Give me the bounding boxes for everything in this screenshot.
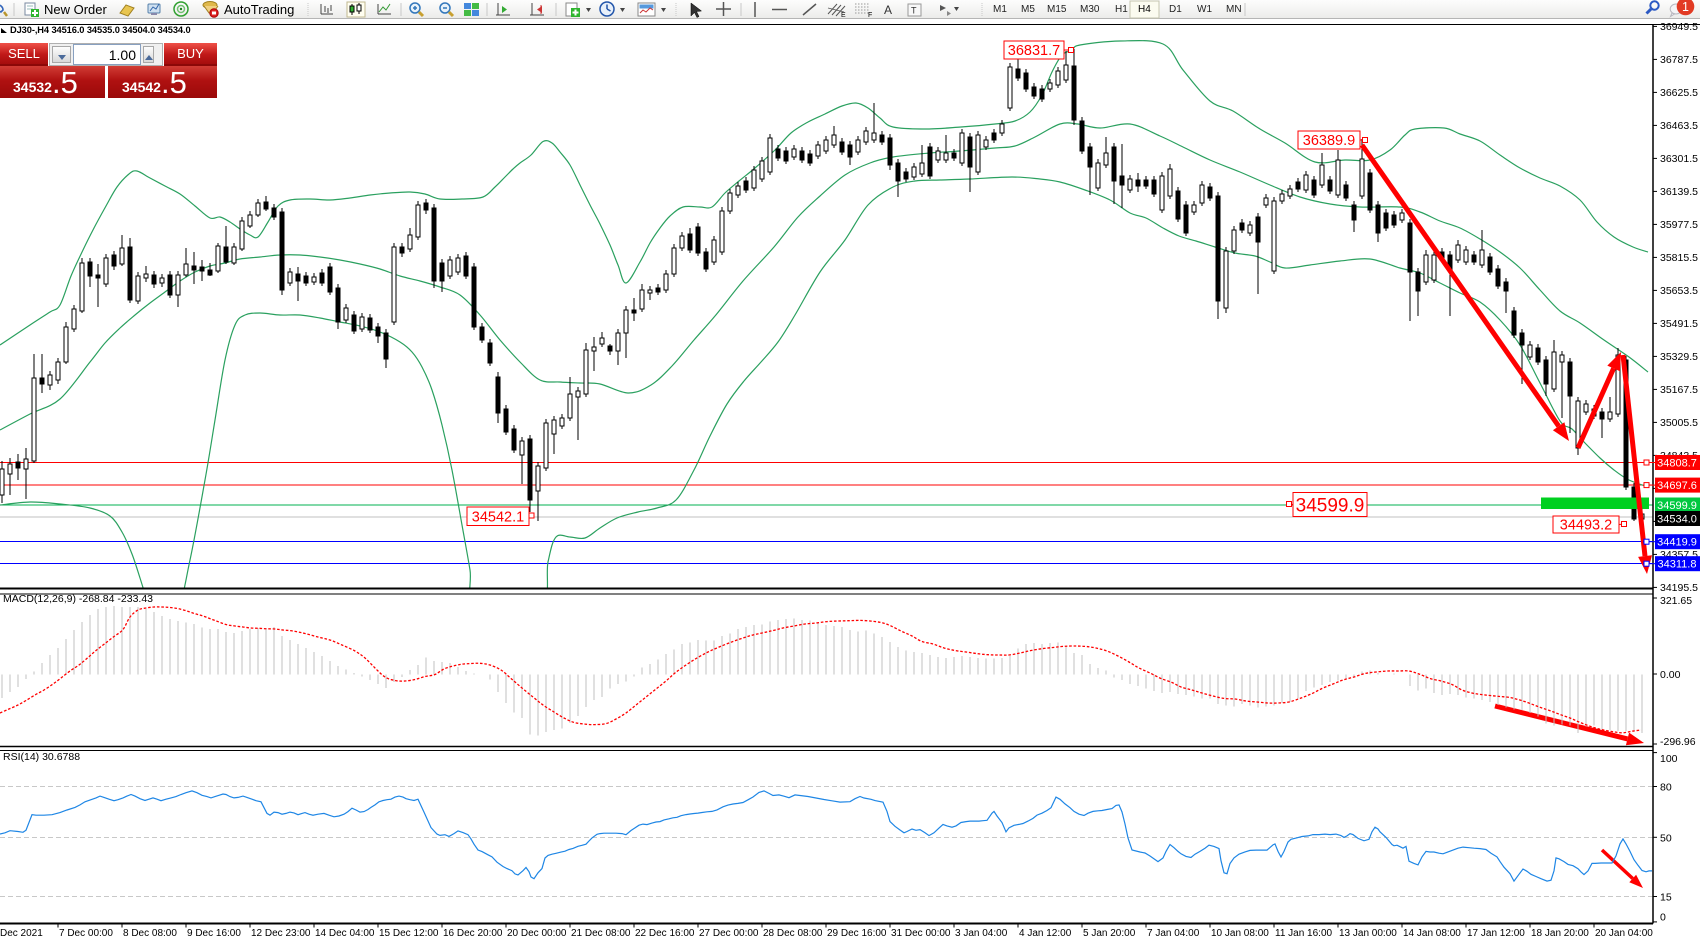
svg-text:9 Dec 16:00: 9 Dec 16:00: [187, 928, 241, 939]
svg-text:34599.9: 34599.9: [1296, 495, 1365, 516]
svg-text:T: T: [911, 6, 917, 16]
svg-text:4 Jan 12:00: 4 Jan 12:00: [1019, 928, 1072, 939]
svg-text:RSI(14) 30.6788: RSI(14) 30.6788: [3, 751, 80, 763]
svg-text:20 Jan 04:00: 20 Jan 04:00: [1595, 928, 1653, 939]
svg-text:A: A: [884, 3, 892, 17]
svg-text:35329.5: 35329.5: [1660, 351, 1698, 363]
svg-text:10 Jan 08:00: 10 Jan 08:00: [1211, 928, 1269, 939]
svg-text:80: 80: [1660, 782, 1672, 794]
svg-text:50: 50: [1660, 832, 1672, 844]
svg-text:34599.9: 34599.9: [1657, 500, 1697, 512]
svg-text:8 Dec 08:00: 8 Dec 08:00: [123, 928, 177, 939]
svg-text:34808.7: 34808.7: [1657, 457, 1697, 469]
svg-text:17 Jan 12:00: 17 Jan 12:00: [1467, 928, 1525, 939]
svg-text:15: 15: [1660, 892, 1672, 904]
svg-text:35977.5: 35977.5: [1660, 219, 1698, 231]
svg-text:35653.5: 35653.5: [1660, 285, 1698, 297]
svg-text:-296.96: -296.96: [1660, 736, 1696, 748]
svg-text:16 Dec 20:00: 16 Dec 20:00: [443, 928, 503, 939]
svg-text:7 Dec 00:00: 7 Dec 00:00: [59, 928, 113, 939]
svg-text:36389.9: 36389.9: [1303, 133, 1355, 149]
svg-text:34311.8: 34311.8: [1658, 559, 1697, 571]
svg-text:12 Dec 23:00: 12 Dec 23:00: [251, 928, 311, 939]
svg-text:20 Dec 00:00: 20 Dec 00:00: [507, 928, 567, 939]
svg-text:36463.5: 36463.5: [1660, 120, 1698, 132]
svg-text:35491.5: 35491.5: [1660, 318, 1698, 330]
svg-text:34419.9: 34419.9: [1657, 537, 1697, 549]
svg-text:28 Dec 08:00: 28 Dec 08:00: [763, 928, 823, 939]
svg-text:35167.5: 35167.5: [1660, 384, 1698, 396]
svg-text:29 Dec 16:00: 29 Dec 16:00: [827, 928, 887, 939]
svg-text:34697.6: 34697.6: [1657, 480, 1697, 492]
svg-text:14 Jan 08:00: 14 Jan 08:00: [1403, 928, 1461, 939]
svg-text:11 Jan 16:00: 11 Jan 16:00: [1275, 928, 1333, 939]
svg-text:1: 1: [1682, 0, 1689, 14]
svg-text:22 Dec 16:00: 22 Dec 16:00: [635, 928, 695, 939]
svg-text:36301.5: 36301.5: [1660, 153, 1698, 165]
svg-text:36831.7: 36831.7: [1008, 43, 1060, 59]
svg-text:F: F: [868, 12, 872, 19]
svg-text:DJ30-,H4 34516.0 34535.0 3450: DJ30-,H4 34516.0 34535.0 34504.0 34534.0: [10, 25, 191, 35]
svg-text:27 Dec 00:00: 27 Dec 00:00: [699, 928, 759, 939]
svg-text:7 Jan 04:00: 7 Jan 04:00: [1147, 928, 1200, 939]
svg-text:36625.5: 36625.5: [1660, 87, 1698, 99]
svg-text:0.00: 0.00: [1660, 669, 1681, 681]
svg-text:13 Jan 00:00: 13 Jan 00:00: [1339, 928, 1397, 939]
svg-text:31 Dec 00:00: 31 Dec 00:00: [891, 928, 951, 939]
svg-text:14 Dec 04:00: 14 Dec 04:00: [315, 928, 375, 939]
svg-text:MACD(12,26,9) -268.84 -233.43: MACD(12,26,9) -268.84 -233.43: [3, 593, 153, 605]
svg-text:34493.2: 34493.2: [1560, 518, 1612, 534]
svg-text:34534.0: 34534.0: [1657, 513, 1697, 525]
svg-text:100: 100: [1660, 753, 1678, 765]
svg-text:35815.5: 35815.5: [1660, 252, 1698, 264]
svg-text:3 Jan 04:00: 3 Jan 04:00: [955, 928, 1008, 939]
svg-text:0: 0: [1660, 912, 1666, 924]
svg-text:321.65: 321.65: [1660, 595, 1692, 607]
svg-text:15 Dec 12:00: 15 Dec 12:00: [379, 928, 439, 939]
svg-text:36949.5: 36949.5: [1660, 21, 1698, 33]
svg-text:36787.5: 36787.5: [1660, 54, 1698, 66]
svg-text:36139.5: 36139.5: [1660, 186, 1698, 198]
svg-text:35005.5: 35005.5: [1660, 417, 1698, 429]
svg-text:18 Jan 20:00: 18 Jan 20:00: [1531, 928, 1589, 939]
svg-text:21 Dec 08:00: 21 Dec 08:00: [571, 928, 631, 939]
svg-text:Dec 2021: Dec 2021: [0, 928, 43, 939]
svg-text:5 Jan 20:00: 5 Jan 20:00: [1083, 928, 1136, 939]
svg-text:34195.5: 34195.5: [1660, 582, 1698, 594]
svg-text:34542.1: 34542.1: [472, 509, 524, 525]
svg-text:E: E: [841, 12, 846, 19]
